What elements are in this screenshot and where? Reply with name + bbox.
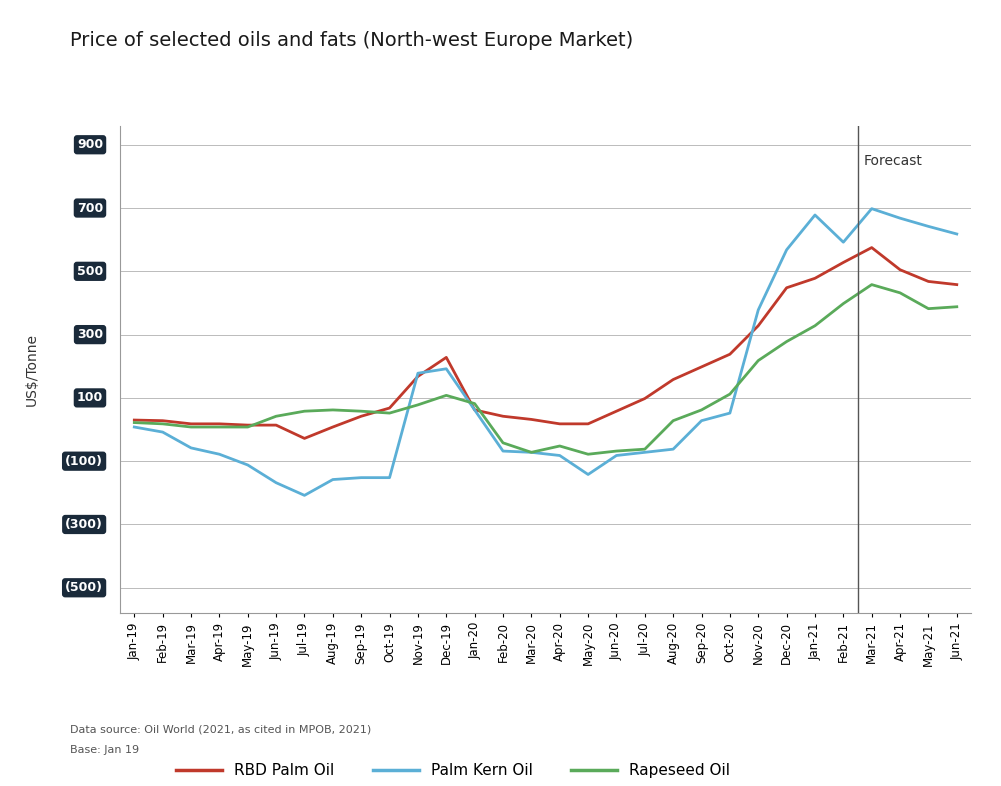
Text: 900: 900 <box>77 138 103 151</box>
Legend: RBD Palm Oil, Palm Kern Oil, Rapeseed Oil: RBD Palm Oil, Palm Kern Oil, Rapeseed Oi… <box>170 757 736 784</box>
Text: 100: 100 <box>77 391 103 405</box>
Y-axis label: US$/Tonne: US$/Tonne <box>25 333 39 406</box>
Text: 700: 700 <box>77 201 103 215</box>
Text: Forecast: Forecast <box>863 154 922 168</box>
Text: (500): (500) <box>65 582 103 594</box>
Text: Base: Jan 19: Base: Jan 19 <box>70 744 139 755</box>
Text: 300: 300 <box>77 328 103 341</box>
Text: Price of selected oils and fats (North-west Europe Market): Price of selected oils and fats (North-w… <box>70 31 634 50</box>
Text: (300): (300) <box>65 518 103 531</box>
Text: 500: 500 <box>77 265 103 277</box>
Text: (100): (100) <box>65 454 103 468</box>
Text: Data source: Oil World (2021, as cited in MPOB, 2021): Data source: Oil World (2021, as cited i… <box>70 725 371 735</box>
